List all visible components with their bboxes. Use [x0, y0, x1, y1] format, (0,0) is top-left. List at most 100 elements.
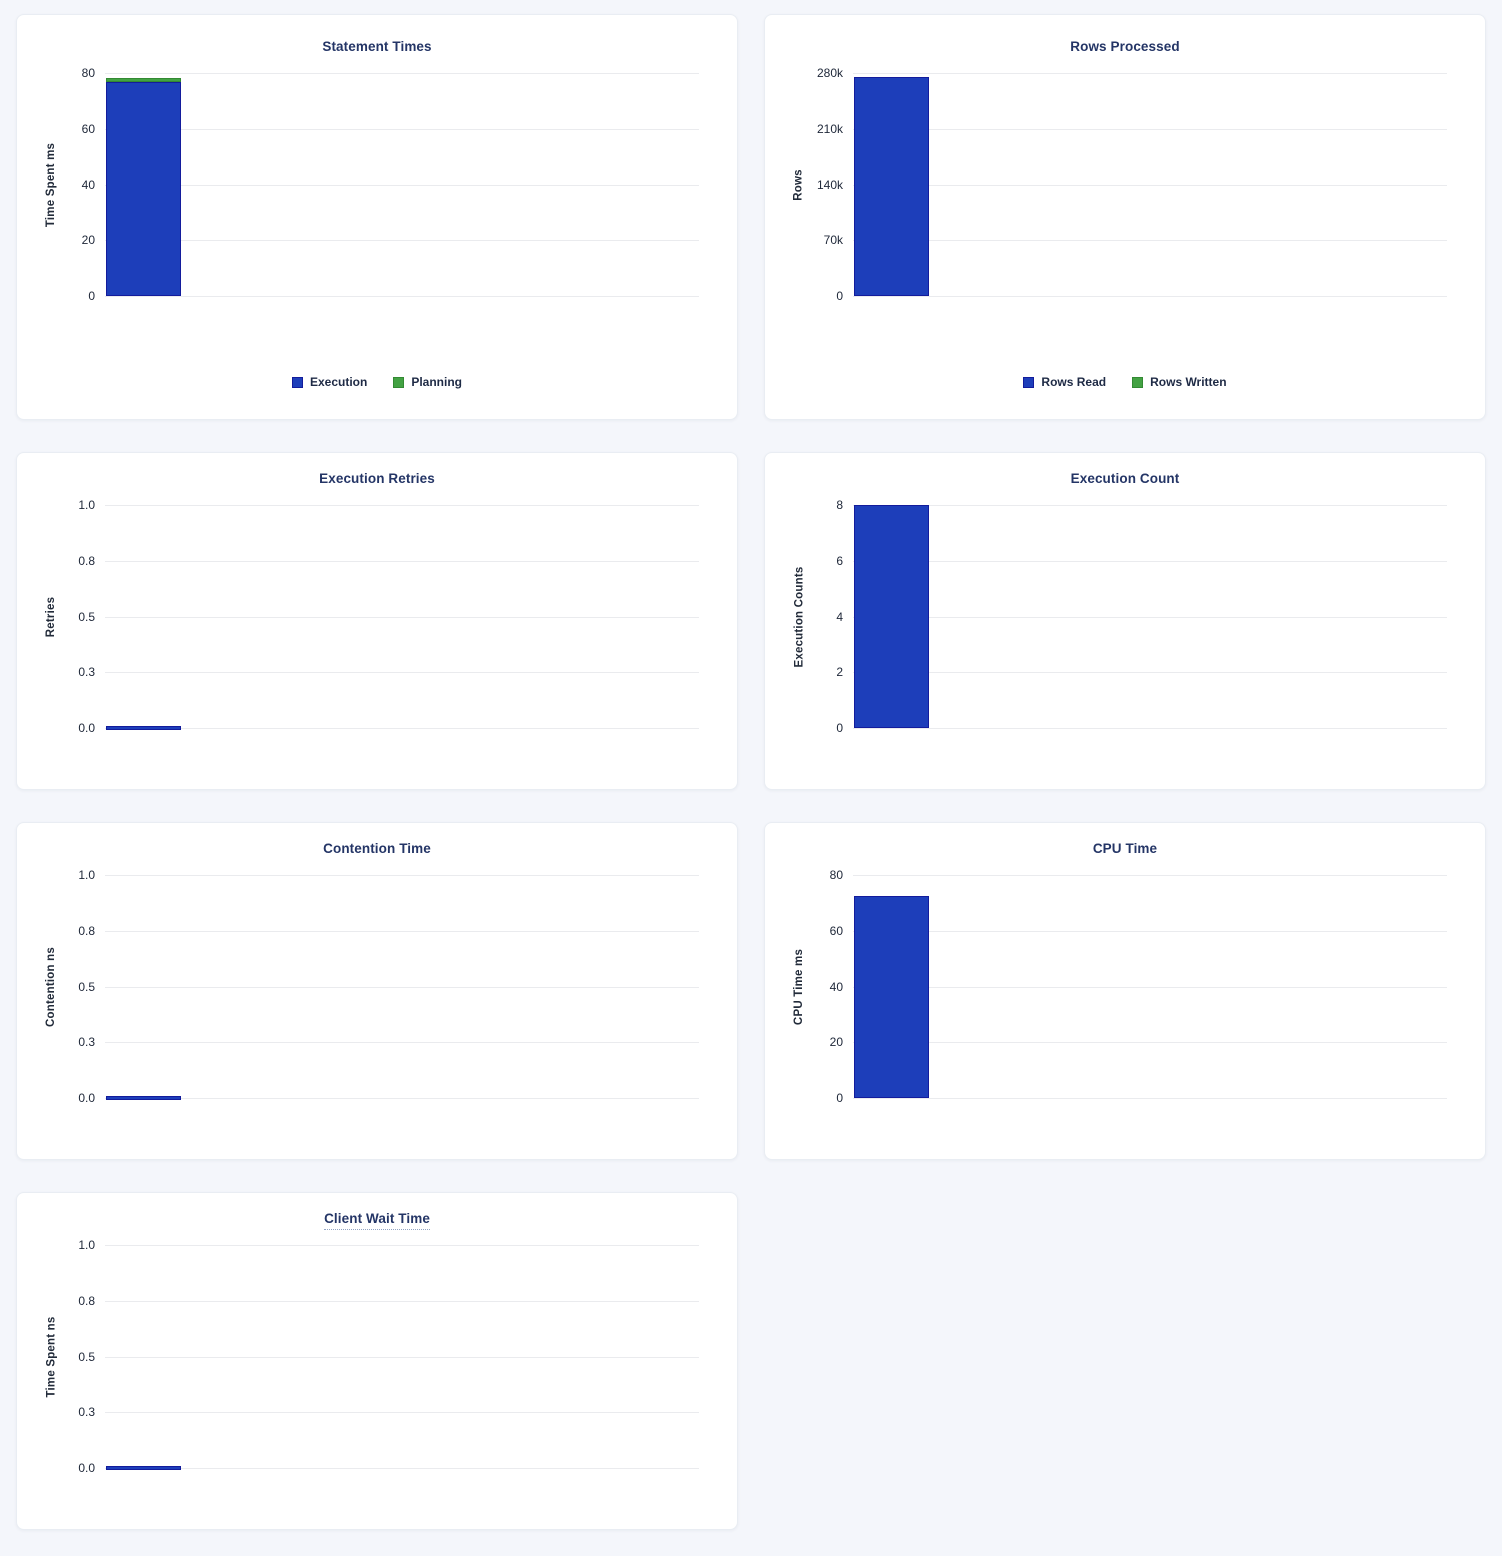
gridline: [105, 240, 699, 242]
gridline: [853, 128, 1447, 130]
gridline: [853, 616, 1447, 618]
gridline: [853, 1098, 1447, 1099]
bar-segment-cpu-time: [854, 896, 929, 1098]
gridline: [105, 875, 699, 876]
y-tick-label: 1.0: [78, 1238, 95, 1252]
plot-area: 0 20 40 60 80: [82, 66, 699, 303]
y-tick-label: 0.8: [78, 923, 95, 938]
y-tick-label: 0.8: [78, 1293, 95, 1308]
plot-area: 0 20 40 60 80: [830, 868, 1447, 1105]
gridline: [105, 1412, 699, 1414]
gridline: [853, 560, 1447, 562]
y-axis-label: Contention ns: [45, 946, 57, 1027]
y-tick-label: 0.5: [78, 609, 95, 624]
y-axis-label: CPU Time ms: [793, 948, 805, 1025]
legend-label: Rows Written: [1150, 375, 1227, 389]
gridline: [105, 505, 699, 506]
chart-title-rows-processed: Rows Processed: [765, 39, 1485, 54]
gridline: [105, 1356, 699, 1358]
y-tick-label: 1.0: [78, 498, 95, 512]
gridline: [853, 1042, 1447, 1044]
y-tick-label: 0.0: [78, 721, 95, 735]
y-axis-label: Retries: [45, 596, 57, 637]
y-tick-label: 0: [836, 289, 843, 303]
y-tick-label: 0: [836, 721, 843, 735]
gridline: [105, 296, 699, 297]
y-tick-label: 60: [81, 121, 95, 136]
y-tick-label: 20: [81, 233, 95, 248]
gridline: [853, 930, 1447, 932]
y-tick-label: 80: [81, 66, 95, 80]
chart-title-execution-count: Execution Count: [765, 471, 1485, 486]
gridline: [853, 73, 1447, 74]
plot-area: 0.0 0.3 0.5 0.8 1.0: [78, 498, 699, 735]
chart-card-rows-processed: Rows Processed Rows 0 70k 140k 210k 280k Row…: [764, 14, 1486, 420]
gridline: [105, 1042, 699, 1044]
gridline: [853, 296, 1447, 297]
bar-segment-rows-read: [854, 77, 929, 296]
gridline: [105, 560, 699, 562]
zero-value-bar: [106, 1466, 181, 1470]
chart-title-text: Rows Processed: [1070, 39, 1180, 54]
y-tick-label: 20: [829, 1035, 843, 1050]
chart-legend: Execution Planning: [17, 375, 737, 389]
legend-swatch: [1132, 376, 1144, 388]
chart-title-text: Execution Count: [1070, 471, 1180, 486]
y-tick-label: 40: [81, 177, 95, 192]
chart-title-text: Contention Time: [323, 841, 431, 856]
legend-label: Rows Read: [1041, 375, 1107, 389]
y-tick-label: 2: [836, 665, 843, 680]
chart-card-execution-count: Execution Count Execution Counts 0 2 4 6 8: [764, 452, 1486, 790]
y-tick-label: 1.0: [78, 868, 95, 882]
chart-title-tooltip-trigger[interactable]: Client Wait Time: [324, 1211, 430, 1230]
chart-card-client-wait-time: Client Wait Time Time Spent ns 0.0 0.3 0.5…: [16, 1192, 738, 1530]
plot-area: 0 70k 140k 210k 280k: [817, 66, 1447, 303]
zero-value-bar: [106, 1096, 181, 1100]
gridline: [105, 986, 699, 988]
gridline: [105, 1098, 699, 1099]
chart-card-contention-time: Contention Time Contention ns 0.0 0.3 0.5 0…: [16, 822, 738, 1160]
y-tick-label: 0.3: [78, 665, 95, 680]
chart-legend: Rows Read Rows Written: [765, 375, 1485, 389]
legend-item-rows-read[interactable]: Rows Read: [1023, 375, 1106, 389]
legend-label: Planning: [411, 375, 463, 389]
gridline: [853, 505, 1447, 506]
gridline: [853, 184, 1447, 186]
plot-area: 0.0 0.3 0.5 0.8 1.0: [78, 1238, 699, 1475]
y-tick-label: 0.5: [78, 979, 95, 994]
y-axis-label: Time Spent ms: [45, 142, 58, 227]
zero-value-bar: [106, 726, 181, 730]
legend-swatch: [291, 376, 303, 388]
y-axis-label: Rows: [792, 168, 805, 201]
legend-item-execution[interactable]: Execution: [291, 375, 368, 389]
y-tick-label: 0.0: [78, 1461, 95, 1475]
legend-item-rows-written[interactable]: Rows Written: [1132, 375, 1227, 389]
legend-swatch: [393, 376, 405, 388]
y-tick-label: 8: [836, 498, 843, 512]
y-tick-label: 0.3: [78, 1035, 95, 1050]
bar-segment-planning: [106, 78, 181, 82]
legend-swatch: [1023, 376, 1035, 388]
legend-item-planning[interactable]: Planning: [393, 375, 462, 389]
chart-title-statement-times: Statement Times: [17, 39, 737, 54]
gridline: [853, 728, 1447, 729]
chart-card-execution-retries: Execution Retries Retries 0.0 0.3 0.5 0.8 1.…: [16, 452, 738, 790]
gridline: [105, 128, 699, 130]
y-axis-label: Time Spent ns: [45, 1316, 57, 1397]
y-tick-label: 40: [829, 979, 843, 994]
y-tick-label: 140k: [816, 177, 843, 192]
y-tick-label: 0: [836, 1091, 843, 1105]
gridline: [105, 184, 699, 186]
bar-segment-execution: [106, 82, 181, 296]
chart-title-client-wait-time: Client Wait Time: [17, 1211, 737, 1230]
bar-segment-execution-count: [854, 505, 929, 728]
y-axis-label: Execution Counts: [793, 566, 805, 667]
gridline: [105, 616, 699, 618]
y-tick-label: 6: [836, 553, 843, 568]
plot-area: 0.0 0.3 0.5 0.8 1.0: [78, 868, 699, 1105]
y-tick-label: 0.3: [78, 1405, 95, 1420]
y-tick-label: 80: [829, 868, 843, 882]
chart-title-text: Execution Retries: [319, 471, 435, 486]
legend-label: Execution: [309, 375, 368, 389]
chart-title-contention-time: Contention Time: [17, 841, 737, 856]
